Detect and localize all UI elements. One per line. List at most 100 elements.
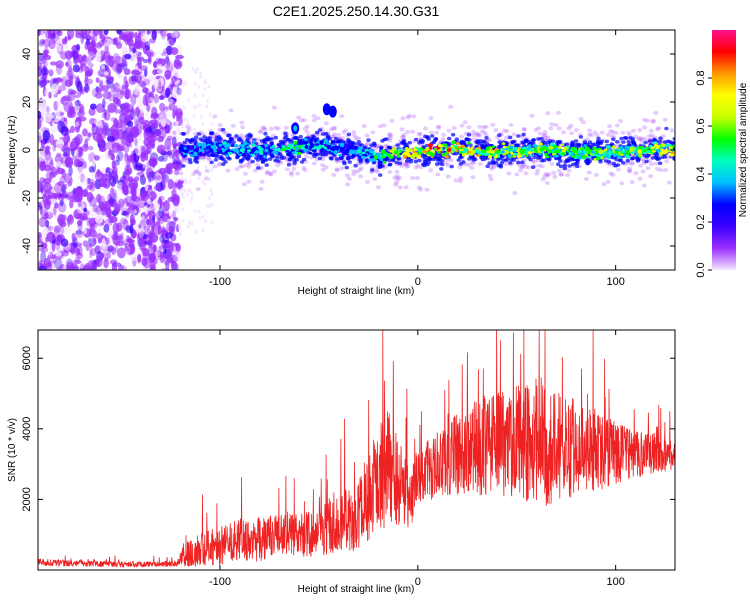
- track-cell: [245, 134, 250, 138]
- noise-blob: [201, 158, 205, 163]
- snr-y-tick-label: 2000: [21, 487, 33, 511]
- track-cell: [344, 165, 349, 170]
- noise-blob: [108, 149, 113, 157]
- noise-blob: [203, 87, 207, 92]
- track-halo: [268, 172, 274, 177]
- track-halo: [268, 126, 274, 131]
- track-halo: [483, 133, 489, 137]
- noise-blob: [38, 76, 47, 89]
- track-halo: [262, 127, 268, 132]
- track-core-cell: [418, 147, 424, 151]
- noise-blob: [202, 132, 206, 137]
- noise-blob: [129, 223, 134, 234]
- noise-blob: [86, 216, 91, 227]
- track-core-cell: [309, 146, 313, 149]
- track-cell: [413, 159, 418, 164]
- noise-blob: [111, 86, 117, 93]
- track-halo: [545, 111, 551, 116]
- track-halo: [311, 118, 317, 123]
- track-cell: [657, 161, 663, 165]
- noise-blob: [38, 65, 43, 77]
- track-halo: [532, 159, 537, 164]
- track-halo: [586, 170, 592, 175]
- noise-blob: [43, 54, 52, 61]
- track-cell: [231, 140, 236, 144]
- noise-blob: [96, 193, 102, 204]
- noise-blob: [110, 117, 118, 122]
- noise-blob: [153, 172, 163, 184]
- track-halo: [255, 137, 261, 142]
- noise-blob: [78, 174, 82, 180]
- noise-blob: [93, 207, 102, 220]
- track-cell: [438, 153, 443, 157]
- track-halo: [395, 177, 401, 182]
- noise-blob: [63, 117, 67, 122]
- track-core-cell: [511, 149, 517, 153]
- track-halo: [234, 167, 240, 172]
- track-core-cell: [437, 151, 441, 154]
- noise-blob: [122, 173, 127, 186]
- track-cell: [380, 139, 385, 143]
- track-halo: [613, 131, 619, 135]
- track-core-cell: [292, 140, 298, 145]
- track-cell: [630, 140, 636, 145]
- track-cell: [530, 138, 536, 143]
- noise-blob: [93, 119, 103, 126]
- track-cell: [482, 139, 487, 144]
- track-cell: [647, 139, 653, 143]
- track-halo: [587, 132, 592, 137]
- track-halo: [565, 173, 570, 178]
- noise-blob: [42, 130, 51, 142]
- track-cell: [250, 159, 255, 164]
- noise-blob: [104, 218, 113, 227]
- noise-blob: [88, 182, 96, 192]
- track-cell: [291, 155, 296, 160]
- noise-blob: [84, 138, 89, 150]
- track-cell: [672, 156, 675, 161]
- noise-blob: [123, 68, 131, 76]
- track-cell: [665, 139, 670, 144]
- noise-blob: [51, 120, 55, 126]
- track-core-cell: [460, 144, 465, 148]
- track-halo: [637, 176, 643, 181]
- track-core-cell: [250, 143, 256, 147]
- colorbar-tick-label: 0.2: [695, 214, 707, 229]
- track-halo: [416, 185, 422, 190]
- track-core-cell: [501, 142, 506, 146]
- noise-blob: [123, 143, 130, 154]
- track-cell: [426, 160, 431, 165]
- spectrogram-x-tick-label: -100: [209, 276, 231, 288]
- track-halo: [536, 163, 542, 168]
- noise-blob: [80, 31, 87, 39]
- noise-blob: [155, 250, 164, 257]
- track-halo: [660, 134, 666, 138]
- noise-blob: [164, 138, 172, 151]
- noise-blob: [89, 207, 95, 218]
- track-halo: [401, 132, 407, 137]
- noise-blob: [174, 182, 178, 187]
- track-halo: [640, 157, 645, 161]
- track-halo: [405, 163, 411, 168]
- track-core-cell: [455, 142, 460, 146]
- noise-blob: [181, 187, 185, 191]
- track-halo: [404, 164, 410, 169]
- track-core-cell: [368, 157, 373, 162]
- track-core-cell: [242, 152, 247, 157]
- track-halo: [352, 133, 357, 138]
- track-core-cell: [606, 145, 611, 148]
- noise-blob: [86, 38, 90, 46]
- noise-blob: [131, 153, 135, 165]
- noise-blob: [196, 166, 200, 170]
- noise-blob: [81, 54, 88, 66]
- track-core-cell: [259, 150, 264, 155]
- track-halo: [648, 128, 654, 133]
- noise-blob: [134, 39, 141, 49]
- track-core-cell: [566, 149, 570, 153]
- track-core-cell: [240, 148, 244, 153]
- noise-blob: [184, 80, 188, 85]
- noise-blob: [79, 59, 83, 70]
- noise-blob: [124, 53, 132, 60]
- noise-blob: [164, 108, 169, 114]
- track-core-cell: [505, 150, 509, 155]
- track-halo: [240, 164, 246, 169]
